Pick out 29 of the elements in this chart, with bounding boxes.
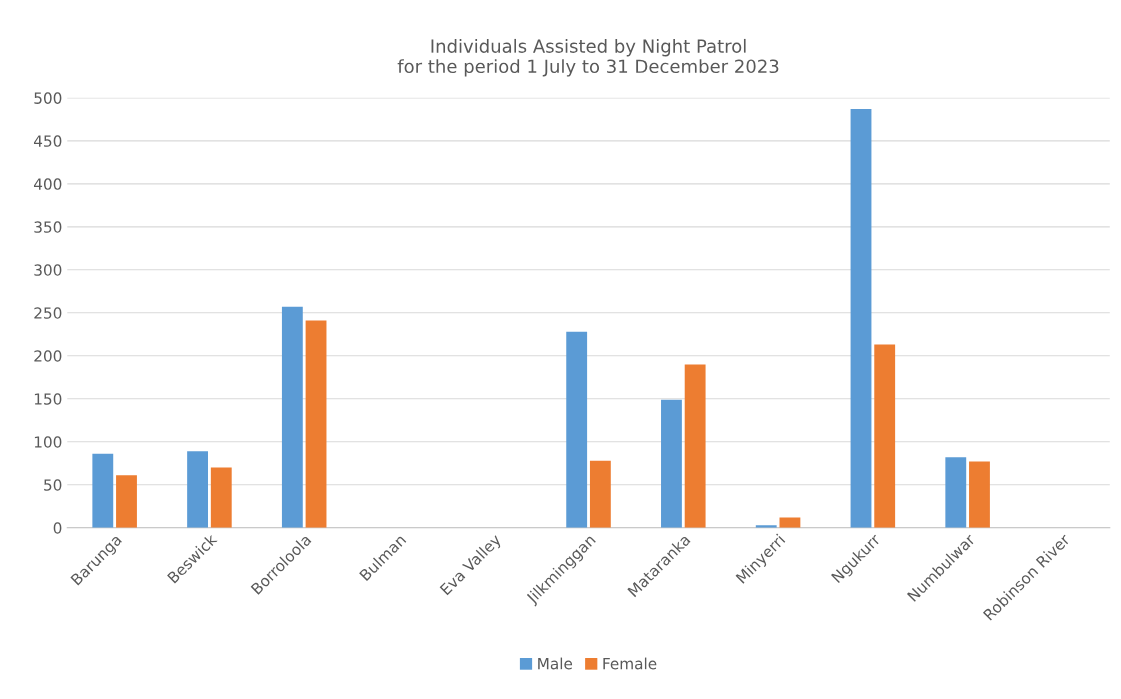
- legend-label: Male: [538, 657, 573, 670]
- y-tick-label: 150: [34, 393, 62, 405]
- bar: [92, 453, 114, 528]
- bar: [589, 460, 611, 528]
- y-tick-label: 350: [34, 221, 62, 233]
- y-tick-label: 300: [34, 264, 62, 276]
- bar: [210, 467, 232, 528]
- y-tick-label: 450: [33, 135, 62, 147]
- bar: [281, 306, 303, 528]
- bar: [661, 399, 682, 528]
- bar: [969, 461, 990, 528]
- bar: [779, 517, 801, 528]
- chart-title: Individuals Assisted by Night Patrol for the period 1 July to 31 December 2023: [397, 38, 779, 77]
- y-tick-label: 500: [34, 92, 62, 104]
- y-tick-label: 0: [53, 522, 62, 534]
- legend-label: Female: [603, 657, 657, 670]
- y-tick-label: 100: [34, 436, 62, 448]
- bar: [187, 451, 208, 528]
- bar: [116, 475, 137, 528]
- y-tick-label: 200: [34, 350, 62, 362]
- y-tick-label: 250: [34, 307, 62, 319]
- y-tick-label: 400: [33, 178, 62, 190]
- bar: [684, 364, 706, 528]
- bar: [305, 320, 327, 528]
- bar: [850, 109, 872, 528]
- bar: [874, 344, 896, 528]
- bar: [945, 457, 967, 528]
- y-tick-label: 50: [44, 479, 62, 491]
- bar: [566, 331, 588, 528]
